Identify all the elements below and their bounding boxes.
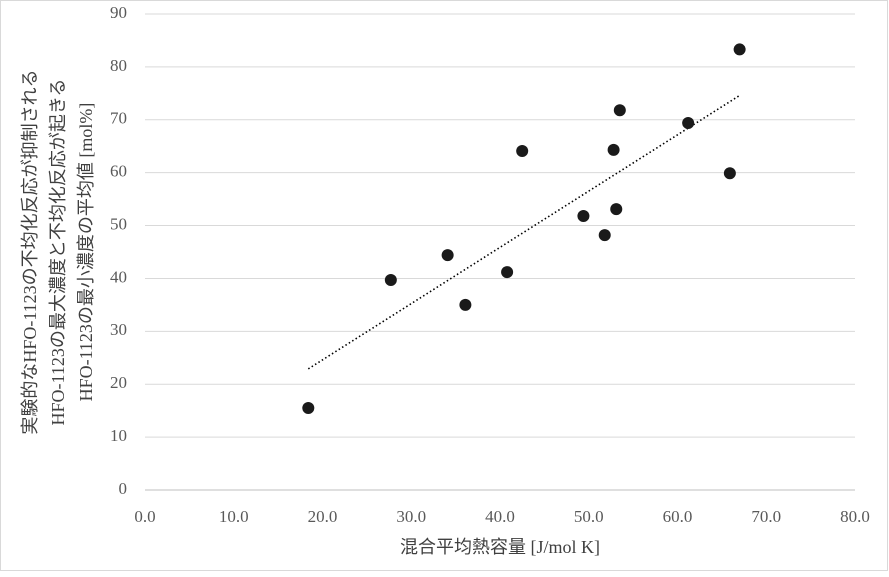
y-tick-label: 40: [110, 267, 127, 286]
data-point: [682, 116, 695, 129]
y-axis-title: HFO-1123の最大濃度と不均化反応が起きる: [48, 79, 68, 426]
x-tick-label: 60.0: [663, 507, 693, 526]
data-point: [459, 298, 472, 311]
y-tick-label: 60: [110, 162, 127, 181]
x-tick-label: 40.0: [485, 507, 515, 526]
y-tick-label: 0: [119, 479, 128, 498]
data-point: [607, 143, 620, 156]
x-tick-label: 30.0: [396, 507, 426, 526]
data-point: [441, 249, 454, 262]
x-tick-label: 70.0: [751, 507, 781, 526]
data-point: [610, 203, 623, 216]
trendline: [307, 94, 741, 370]
y-tick-label: 20: [110, 373, 127, 392]
data-point: [733, 43, 746, 56]
x-tick-label: 20.0: [308, 507, 338, 526]
y-tick-label: 50: [110, 214, 127, 233]
data-point: [613, 104, 626, 117]
x-axis-title: 混合平均熱容量 [J/mol K]: [400, 537, 600, 557]
y-tick-label: 70: [110, 109, 127, 128]
data-point: [501, 266, 514, 279]
y-tick-label: 90: [110, 3, 127, 22]
y-tick-label: 80: [110, 56, 127, 75]
x-tick-label: 50.0: [574, 507, 604, 526]
y-tick-label: 30: [110, 320, 127, 339]
data-point: [577, 210, 590, 223]
y-tick-label: 10: [110, 426, 127, 445]
data-point: [302, 402, 315, 415]
data-point: [384, 274, 397, 287]
data-point: [598, 229, 611, 242]
y-axis-title: HFO-1123の最小濃度の平均値 [mol%]: [76, 103, 96, 402]
data-point: [723, 167, 736, 180]
x-tick-label: 80.0: [840, 507, 870, 526]
data-point: [516, 144, 529, 157]
x-tick-label: 10.0: [219, 507, 249, 526]
y-axis-title: 実験的なHFO-1123の不均化反応が抑制される: [20, 69, 40, 434]
x-tick-label: 0.0: [134, 507, 155, 526]
